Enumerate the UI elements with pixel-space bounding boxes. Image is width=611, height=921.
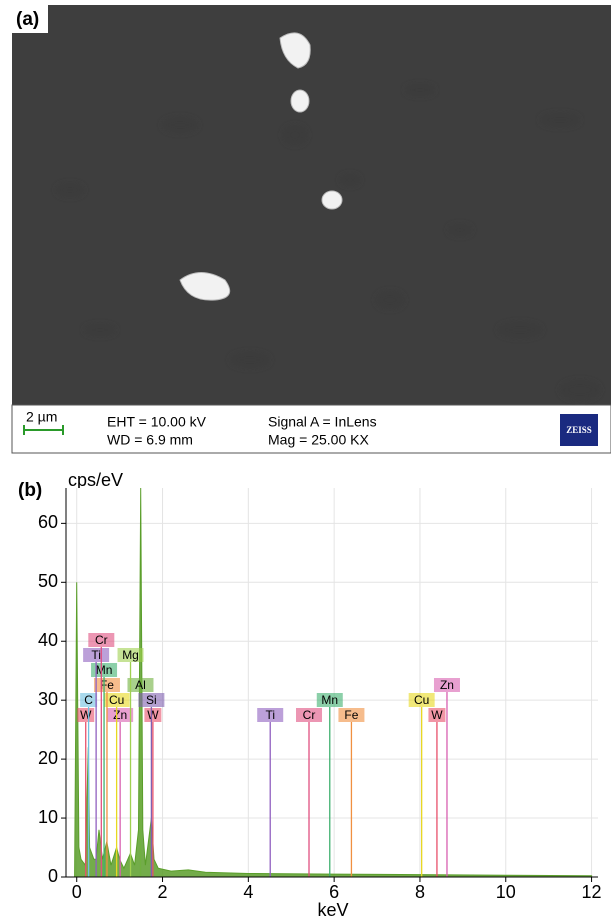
marker-label: Mn: [321, 693, 338, 707]
x-tick-label: 4: [243, 882, 253, 902]
marker-label: Zn: [440, 678, 454, 692]
marker-label: Al: [135, 678, 146, 692]
y-tick-label: 30: [38, 689, 58, 709]
marker-label: Mn: [96, 663, 113, 677]
y-axis-label: cps/eV: [68, 470, 123, 490]
marker-label: Fe: [100, 678, 114, 692]
marker-label: W: [431, 708, 443, 722]
x-tick-label: 2: [158, 882, 168, 902]
marker-label: Ti: [91, 648, 101, 662]
figure: (a) 2 µm EHT = 10.00 kV WD = 6.9 mm Sign…: [0, 0, 611, 921]
wd: WD = 6.9 mm: [107, 432, 193, 448]
info-bar: 2 µm EHT = 10.00 kV WD = 6.9 mm Signal A…: [12, 405, 611, 453]
eht: EHT = 10.00 kV: [107, 414, 207, 430]
marker-label: Si: [146, 693, 157, 707]
marker-label: Cu: [109, 693, 124, 707]
signal: Signal A = InLens: [268, 414, 377, 430]
x-tick-label: 12: [582, 882, 602, 902]
x-tick-label: 6: [329, 882, 339, 902]
marker-label: Ti: [265, 708, 275, 722]
panel-label: (b): [18, 480, 42, 501]
y-tick-label: 50: [38, 571, 58, 591]
y-tick-label: 20: [38, 748, 58, 768]
y-tick-label: 10: [38, 807, 58, 827]
marker-label: Fe: [344, 708, 358, 722]
marker-label: W: [80, 708, 92, 722]
scale-label: 2 µm: [26, 409, 57, 425]
x-axis-label: keV: [317, 900, 348, 920]
page: (a) 2 µm EHT = 10.00 kV WD = 6.9 mm Sign…: [0, 0, 611, 921]
marker-label: Mg: [122, 648, 139, 662]
x-tick-label: 10: [496, 882, 516, 902]
y-tick-label: 40: [38, 630, 58, 650]
marker-label: C: [84, 693, 93, 707]
y-tick-label: 60: [38, 512, 58, 532]
panel-label: (a): [16, 9, 39, 30]
y-tick-label: 0: [48, 866, 58, 886]
marker-label: Zn: [113, 708, 127, 722]
sem-image: (a): [12, 5, 611, 405]
marker-label: Cr: [95, 633, 108, 647]
logo: ZEISS: [566, 425, 592, 435]
marker-label: Cr: [303, 708, 316, 722]
marker-label: W: [147, 708, 159, 722]
x-tick-label: 0: [72, 882, 82, 902]
x-tick-label: 8: [415, 882, 425, 902]
mag: Mag = 25.00 KX: [268, 432, 369, 448]
marker-label: Cu: [414, 693, 429, 707]
